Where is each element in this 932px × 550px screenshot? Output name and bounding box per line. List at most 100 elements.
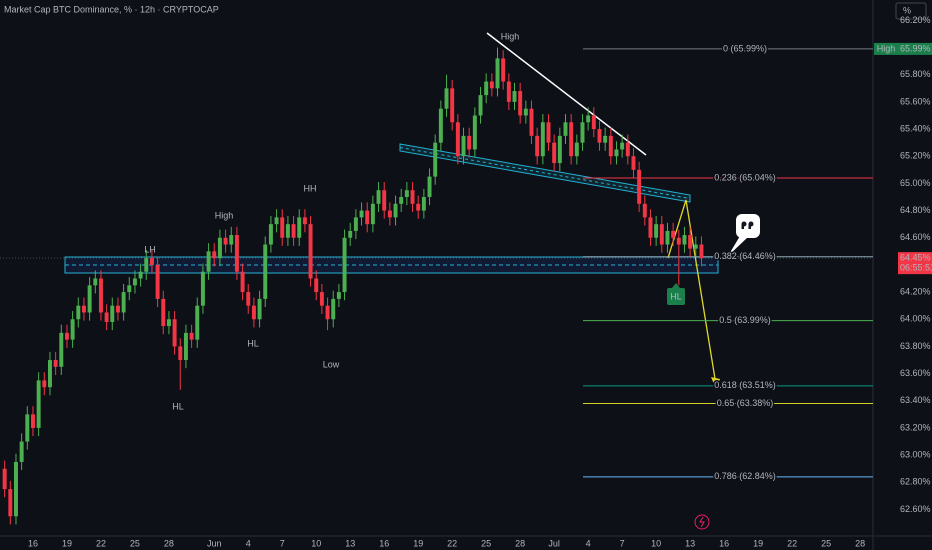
comment-icon[interactable] bbox=[728, 214, 760, 256]
y-tick-label: 62.60% bbox=[900, 504, 931, 514]
x-tick-label: 13 bbox=[685, 538, 695, 548]
candle-body bbox=[518, 91, 523, 116]
candle-body bbox=[416, 203, 421, 211]
candle-body bbox=[654, 224, 659, 238]
x-tick-label: 16 bbox=[28, 538, 38, 548]
candle-body bbox=[421, 196, 426, 211]
candle-body bbox=[302, 217, 307, 225]
candle-body bbox=[489, 81, 494, 89]
projection-arrow bbox=[667, 199, 717, 386]
candle-body bbox=[257, 298, 262, 320]
y-tick-label: 65.20% bbox=[900, 151, 931, 161]
candle-body bbox=[671, 230, 676, 238]
y-tick-label: 64.60% bbox=[900, 232, 931, 242]
candle-body bbox=[472, 115, 477, 150]
candle-body bbox=[13, 461, 18, 517]
candle-body bbox=[178, 346, 183, 361]
x-tick-label: 25 bbox=[821, 538, 831, 548]
y-tick-label: 65.80% bbox=[900, 69, 931, 79]
fib-label: 0.786 (62.84%) bbox=[714, 471, 776, 481]
annotation-pointer bbox=[672, 283, 680, 288]
candle-body bbox=[2, 468, 7, 490]
candle-body bbox=[331, 298, 336, 320]
x-tick-label: 25 bbox=[481, 538, 491, 548]
candle-body bbox=[59, 332, 64, 367]
x-tick-label: 19 bbox=[413, 538, 423, 548]
candle-body bbox=[348, 230, 353, 238]
fib-label: 0 (65.99%) bbox=[723, 43, 767, 53]
annotation: LH bbox=[144, 244, 156, 254]
x-tick-label: 16 bbox=[719, 538, 729, 548]
candle-body bbox=[699, 244, 704, 259]
candle-body bbox=[365, 210, 370, 225]
x-tick-label: 10 bbox=[311, 538, 321, 548]
x-tick-label: 28 bbox=[164, 538, 174, 548]
annotation: Low bbox=[323, 359, 340, 369]
candle-body bbox=[19, 441, 24, 462]
candle-body bbox=[529, 108, 534, 136]
candle-body bbox=[155, 264, 160, 299]
candle-body bbox=[688, 235, 693, 249]
y-tick-label: 63.40% bbox=[900, 395, 931, 405]
candle-body bbox=[540, 122, 545, 157]
quote-tail bbox=[741, 224, 744, 229]
candle-body bbox=[512, 91, 517, 102]
candle-body bbox=[648, 217, 653, 238]
candle-body bbox=[53, 360, 58, 367]
candle-body bbox=[70, 319, 75, 340]
candle-body bbox=[200, 271, 205, 306]
candle-body bbox=[501, 58, 506, 82]
candle-body bbox=[25, 414, 30, 442]
y-tick-label: 65.00% bbox=[900, 178, 931, 188]
chart-title: Market Cap BTC Dominance, % · 12h · CRYP… bbox=[4, 4, 219, 14]
x-tick-label: 13 bbox=[345, 538, 355, 548]
y-tick-label: 63.60% bbox=[900, 368, 931, 378]
unit-button[interactable] bbox=[895, 2, 927, 20]
fib-label: 0.65 (63.38%) bbox=[717, 398, 774, 408]
annotation-box bbox=[667, 288, 685, 305]
candle-body bbox=[614, 149, 619, 157]
candle-body bbox=[557, 135, 562, 164]
candle-body bbox=[399, 196, 404, 204]
candle-body bbox=[387, 210, 392, 218]
resistance-line bbox=[486, 32, 647, 156]
candle-body bbox=[591, 115, 596, 130]
candle-body bbox=[608, 135, 613, 157]
y-tick-label: 62.80% bbox=[900, 477, 931, 487]
candle-body bbox=[597, 129, 602, 143]
x-tick-label: 22 bbox=[96, 538, 106, 548]
event-icon[interactable] bbox=[694, 514, 710, 530]
candle-body bbox=[76, 305, 81, 320]
candle-body bbox=[291, 224, 296, 238]
candle-body bbox=[263, 244, 268, 299]
candle-body bbox=[280, 217, 285, 238]
channel-midline bbox=[399, 147, 691, 199]
candle-body bbox=[461, 135, 466, 157]
candle-body bbox=[427, 176, 432, 197]
annotation: HL bbox=[172, 401, 184, 411]
candle-body bbox=[642, 203, 647, 218]
candle-body bbox=[603, 135, 608, 143]
high-tag-text: High bbox=[877, 43, 896, 53]
x-tick-label: 4 bbox=[586, 538, 591, 548]
comment-bubble[interactable] bbox=[736, 214, 760, 238]
candle-body bbox=[620, 142, 625, 150]
candle-body bbox=[149, 258, 154, 265]
y-tick-label: 65.60% bbox=[900, 96, 931, 106]
candle-body bbox=[353, 217, 358, 231]
x-tick-label: 28 bbox=[855, 538, 865, 548]
x-tick-label: 22 bbox=[787, 538, 797, 548]
candle-body bbox=[297, 217, 302, 238]
candle-body bbox=[212, 251, 217, 259]
y-tick-label: 65.40% bbox=[900, 123, 931, 133]
candle-body bbox=[438, 108, 443, 143]
candle-body bbox=[342, 237, 347, 293]
unit-button-label[interactable]: % bbox=[903, 5, 911, 15]
candle-body bbox=[104, 312, 109, 322]
candle-body bbox=[659, 224, 664, 245]
candle-body bbox=[693, 244, 698, 249]
candle-body bbox=[132, 278, 137, 286]
y-tick-label: 63.00% bbox=[900, 450, 931, 460]
y-tick-label: 63.80% bbox=[900, 341, 931, 351]
